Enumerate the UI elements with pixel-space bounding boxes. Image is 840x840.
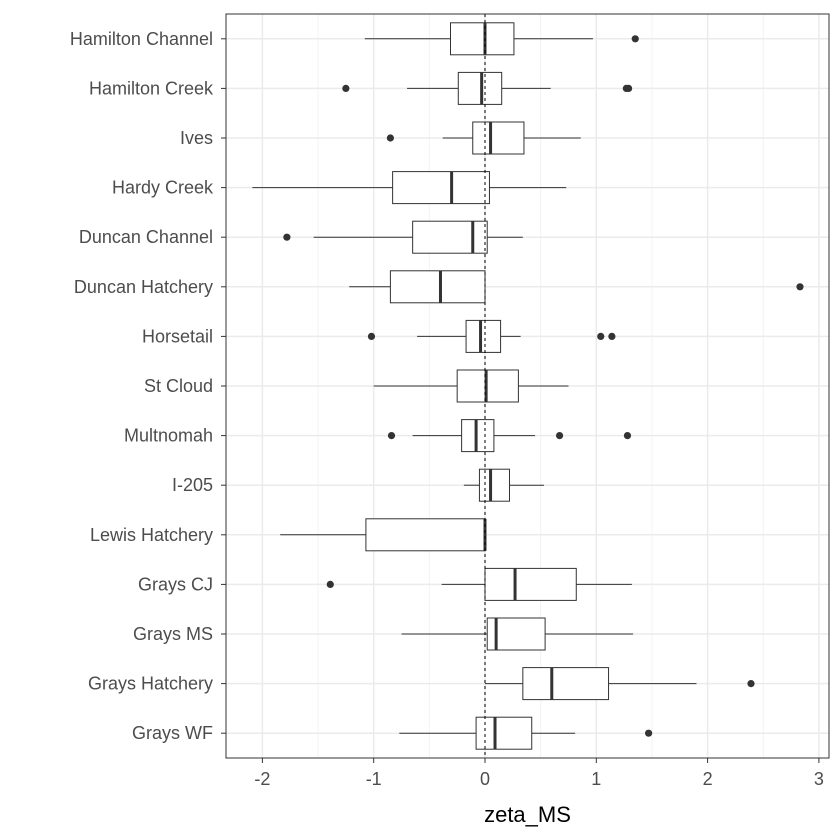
box-iqr: [484, 567, 577, 601]
y-tick-label: Hamilton Channel: [70, 29, 213, 49]
outlier-point: [367, 332, 376, 340]
y-tick-label: Grays WF: [132, 723, 213, 743]
y-axis: Hamilton Channel Hamilton Creek Ives Hardy …: [70, 29, 226, 743]
outlier-point: [796, 283, 804, 291]
box-iqr: [449, 22, 515, 56]
x-tick-label: 1: [591, 769, 601, 789]
x-tick-label: -1: [366, 769, 382, 789]
box-iqr: [392, 171, 490, 205]
x-tick-label: 0: [480, 769, 490, 789]
box-grays-hatchery: [485, 667, 755, 701]
outlier-point: [624, 84, 633, 92]
outlier-point: [608, 332, 616, 340]
y-tick-label: Duncan Hatchery: [74, 277, 213, 297]
box-hamilton-channel: [364, 22, 639, 56]
box-duncan-hatchery: [349, 270, 804, 304]
box-i-205: [463, 468, 544, 502]
box-iqr: [457, 71, 503, 105]
box-ives: [386, 121, 581, 155]
y-tick-label: Hardy Creek: [112, 178, 214, 198]
y-tick-label: Grays CJ: [138, 574, 213, 594]
box-iqr: [465, 319, 502, 353]
y-tick-label: Duncan Channel: [79, 227, 213, 247]
y-tick-label: St Cloud: [144, 376, 213, 396]
box-iqr: [461, 419, 495, 453]
outlier-point: [623, 432, 632, 440]
y-tick-label: Lewis Hatchery: [90, 525, 213, 545]
x-tick-label: 2: [703, 769, 713, 789]
box-iqr: [472, 121, 525, 155]
boxes-layer: [252, 14, 804, 758]
outlier-point: [283, 233, 291, 241]
x-axis-title: zeta_MS: [484, 802, 571, 827]
box-grays-ms: [401, 617, 634, 651]
box-iqr: [522, 667, 610, 701]
box-hamilton-creek: [342, 71, 633, 105]
outlier-point: [386, 134, 394, 142]
x-tick-label: 3: [814, 769, 824, 789]
box-hardy-creek: [252, 171, 567, 205]
y-tick-label: Grays Hatchery: [88, 674, 213, 694]
outlier-point: [631, 35, 639, 43]
outlier-point: [342, 84, 350, 92]
x-axis: -2 -1 0 1 2 3: [254, 758, 824, 789]
y-tick-label: Multnomah: [124, 426, 213, 446]
box-iqr: [412, 220, 488, 254]
box-iqr: [389, 270, 486, 304]
box-iqr: [475, 716, 533, 750]
box-iqr: [456, 369, 519, 403]
outlier-point: [747, 680, 755, 688]
box-duncan-channel: [283, 220, 523, 254]
box-iqr: [478, 468, 510, 502]
y-tick-label: I-205: [172, 475, 213, 495]
box-multnomah: [387, 419, 632, 453]
box-st-cloud: [373, 369, 569, 403]
y-tick-label: Ives: [180, 128, 213, 148]
box-grays-cj: [326, 567, 632, 601]
outlier-point: [645, 729, 653, 737]
box-iqr: [365, 518, 486, 552]
y-tick-label: Grays MS: [133, 624, 213, 644]
x-tick-label: -2: [254, 769, 270, 789]
outlier-point: [326, 580, 334, 589]
outlier-point: [555, 432, 564, 440]
y-tick-label: Hamilton Creek: [89, 78, 214, 98]
y-tick-label: Horsetail: [142, 326, 213, 346]
outlier-point: [387, 432, 396, 440]
box-horsetail: [367, 319, 616, 353]
outlier-point: [597, 332, 605, 340]
